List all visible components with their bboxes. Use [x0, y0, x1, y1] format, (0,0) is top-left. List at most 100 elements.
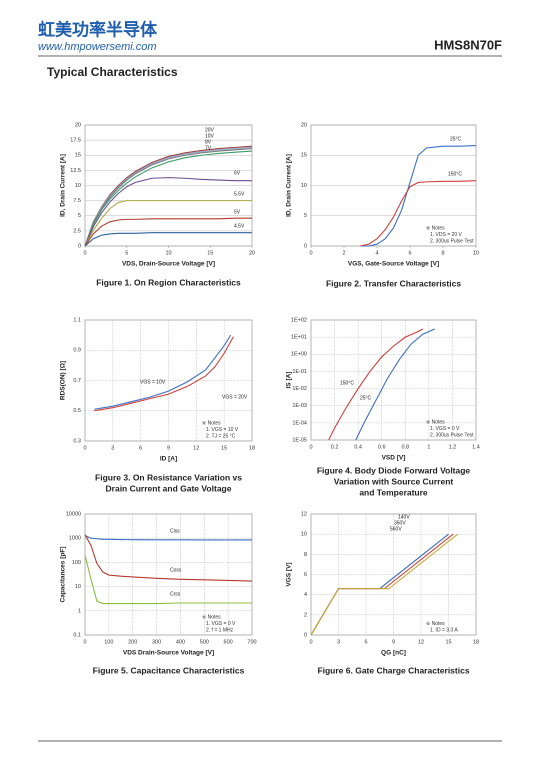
- x-tick-label: 0: [83, 445, 86, 451]
- y-tick-label: 0.5: [73, 408, 81, 414]
- series-label: 8V: [205, 139, 212, 145]
- x-tick-label: 0: [83, 250, 86, 256]
- y-tick-label: 20: [301, 122, 307, 128]
- note: 1. VGS = 0 V: [430, 426, 460, 432]
- x-tick-label: 500: [200, 639, 209, 645]
- note: 1. VGS = 10 V: [206, 427, 239, 433]
- y-tick-label: 2.5: [73, 228, 81, 234]
- y-tick-label: 10: [75, 584, 81, 590]
- y-tick-label: 1000: [69, 536, 81, 542]
- y-tick-label: 0.7: [73, 378, 81, 384]
- y-axis-label: ID, Drain Current [A]: [60, 154, 67, 217]
- series-label: 10V: [205, 133, 215, 139]
- y-axis-label: RDS(ON) [Ω]: [60, 361, 67, 400]
- series-label: Crss: [170, 591, 181, 597]
- x-tick-label: 15: [445, 639, 451, 645]
- y-axis-label: IS [A]: [286, 372, 293, 389]
- x-tick-label: 10: [473, 250, 479, 256]
- x-tick-label: 0.2: [331, 444, 339, 450]
- x-tick-label: 9: [392, 639, 395, 645]
- y-tick-label: 0: [304, 243, 307, 249]
- series-label: 6V: [234, 170, 241, 176]
- y-tick-label: 1E+00: [291, 352, 307, 358]
- series-line: [84, 534, 253, 582]
- series-line: [84, 148, 253, 247]
- figure-caption: Figure 1. On Region Characteristics: [96, 277, 241, 287]
- y-tick-label: 1E-04: [292, 420, 307, 426]
- note: 1. VGS = 0 V: [206, 621, 236, 627]
- series-line: [84, 146, 253, 247]
- y-tick-label: 20: [75, 122, 81, 128]
- y-tick-label: 8: [304, 552, 307, 558]
- series-label: 150°C: [448, 171, 462, 177]
- x-tick-label: 600: [224, 639, 233, 645]
- y-tick-label: 0: [304, 632, 307, 638]
- note: 1. VDS = 20 V: [430, 232, 462, 238]
- y-axis-label: Capacitances [pF]: [60, 547, 67, 603]
- series-line: [84, 200, 252, 247]
- x-tick-label: 6: [408, 250, 411, 256]
- note: ※ Notes: [426, 621, 445, 627]
- x-axis-label: VSD [V]: [382, 455, 406, 462]
- section-title: Typical Characteristics: [47, 65, 178, 79]
- x-tick-label: 700: [247, 639, 256, 645]
- y-tick-label: 17.5: [70, 138, 81, 144]
- y-tick-label: 0: [78, 243, 81, 249]
- y-axis-label: VGS [V]: [286, 562, 293, 586]
- x-tick-label: 3: [337, 639, 340, 645]
- figure-caption: Figure 3. On Resistance Variation vs: [95, 472, 242, 482]
- y-tick-label: 15: [75, 153, 81, 159]
- x-tick-label: 18: [473, 639, 479, 645]
- series-label: 350V: [394, 520, 406, 526]
- y-tick-label: 7.5: [73, 198, 81, 204]
- y-tick-label: 0.3: [73, 438, 81, 444]
- x-tick-label: 3: [111, 445, 114, 451]
- series-label: 7V: [205, 145, 212, 151]
- y-tick-label: 1.1: [73, 317, 81, 323]
- x-tick-label: 15: [221, 445, 227, 451]
- figure-caption: Figure 5. Capacitance Characteristics: [93, 665, 245, 675]
- y-tick-label: 4: [304, 592, 307, 598]
- note: ※ Notes: [426, 419, 445, 425]
- figure-caption: Figure 4. Body Diode Forward Voltage: [317, 465, 471, 475]
- y-tick-label: 0.1: [73, 632, 81, 638]
- note: 2. TJ = 25 °C: [206, 433, 236, 439]
- y-tick-label: 15: [301, 153, 307, 159]
- x-tick-label: 4: [375, 250, 378, 256]
- series-line: [84, 232, 252, 247]
- x-tick-label: 0.8: [401, 444, 409, 450]
- x-tick-label: 200: [128, 639, 137, 645]
- y-tick-label: 1E+01: [291, 335, 307, 341]
- series-label: 25°C: [360, 395, 372, 401]
- series-label: Coss: [170, 567, 182, 573]
- series-label: Ciss: [170, 528, 180, 534]
- series-label: 25°C: [450, 136, 462, 142]
- x-tick-label: 20: [249, 250, 255, 256]
- figure-caption: Variation with Source Current: [334, 476, 454, 486]
- series-line: [84, 554, 252, 605]
- x-axis-label: VDS, Drain-Source Voltage [V]: [122, 261, 215, 268]
- x-tick-label: 0.4: [354, 444, 362, 450]
- x-tick-label: 0: [309, 444, 312, 450]
- series-line: [360, 180, 477, 247]
- series-label: 560V: [390, 526, 402, 532]
- series-label: 150°C: [340, 380, 354, 386]
- website: www.hmpowersemi.com: [38, 41, 157, 53]
- series-line: [84, 217, 252, 247]
- figure-caption: Drain Current and Gate Voltage: [106, 483, 232, 493]
- series-line: [94, 334, 232, 410]
- x-axis-label: VDS Drain-Source Voltage [V]: [123, 650, 214, 657]
- y-tick-label: 1E+02: [291, 317, 307, 323]
- series-line: [84, 534, 252, 541]
- series-line: [360, 145, 477, 247]
- y-tick-label: 10: [301, 532, 307, 538]
- figure-caption: Figure 2. Transfer Characteristics: [326, 278, 461, 288]
- series-line: [84, 150, 253, 247]
- series-line: [355, 328, 435, 441]
- y-tick-label: 1: [78, 608, 81, 614]
- x-tick-label: 6: [139, 445, 142, 451]
- series-label: VGS = 20V: [222, 394, 248, 400]
- y-tick-label: 1E-03: [292, 403, 307, 409]
- y-tick-label: 12: [301, 511, 307, 517]
